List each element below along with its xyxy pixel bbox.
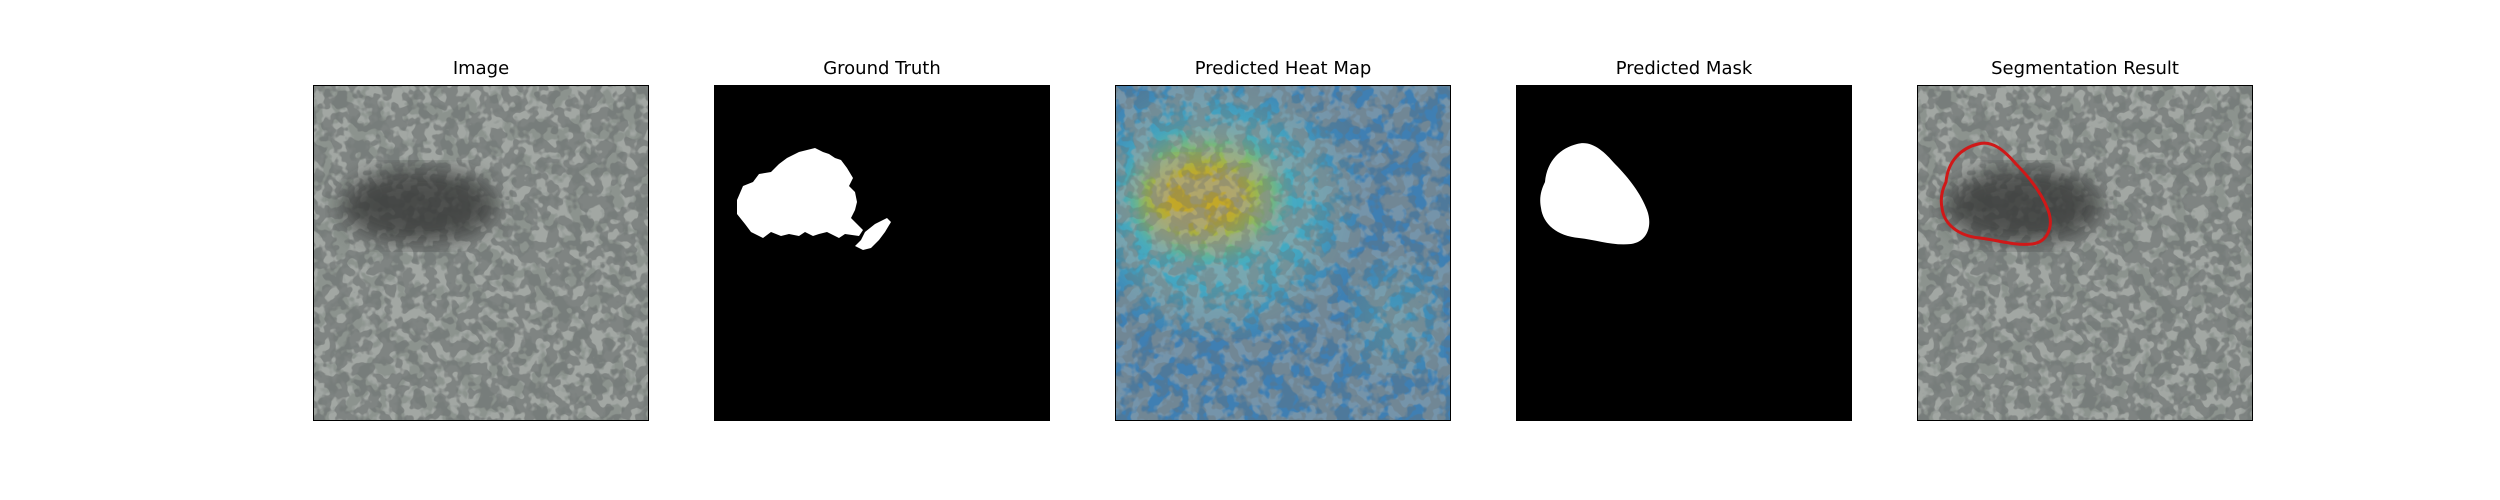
- panel-ground-truth: [714, 85, 1050, 421]
- panel-title-segmentation-result: Segmentation Result: [1991, 58, 2179, 79]
- segmentation-contour: [1939, 141, 2052, 246]
- texture-image: [314, 86, 648, 420]
- panel-predicted-mask: [1516, 85, 1852, 421]
- defect-region: [341, 168, 497, 244]
- panel-title-ground-truth: Ground Truth: [823, 58, 941, 79]
- panel-title-heat-map: Predicted Heat Map: [1194, 58, 1372, 79]
- predicted-mask: [1517, 86, 1851, 420]
- panel-segmentation-result: [1917, 85, 2253, 421]
- panel-heat-map: [1115, 85, 1451, 421]
- ground-truth-mask: [715, 86, 1049, 420]
- heat-map: [1116, 86, 1450, 420]
- segmentation-result: [1918, 86, 2252, 420]
- panel-image: [313, 85, 649, 421]
- panel-title-predicted-mask: Predicted Mask: [1615, 58, 1753, 79]
- panel-title-image: Image: [452, 58, 510, 79]
